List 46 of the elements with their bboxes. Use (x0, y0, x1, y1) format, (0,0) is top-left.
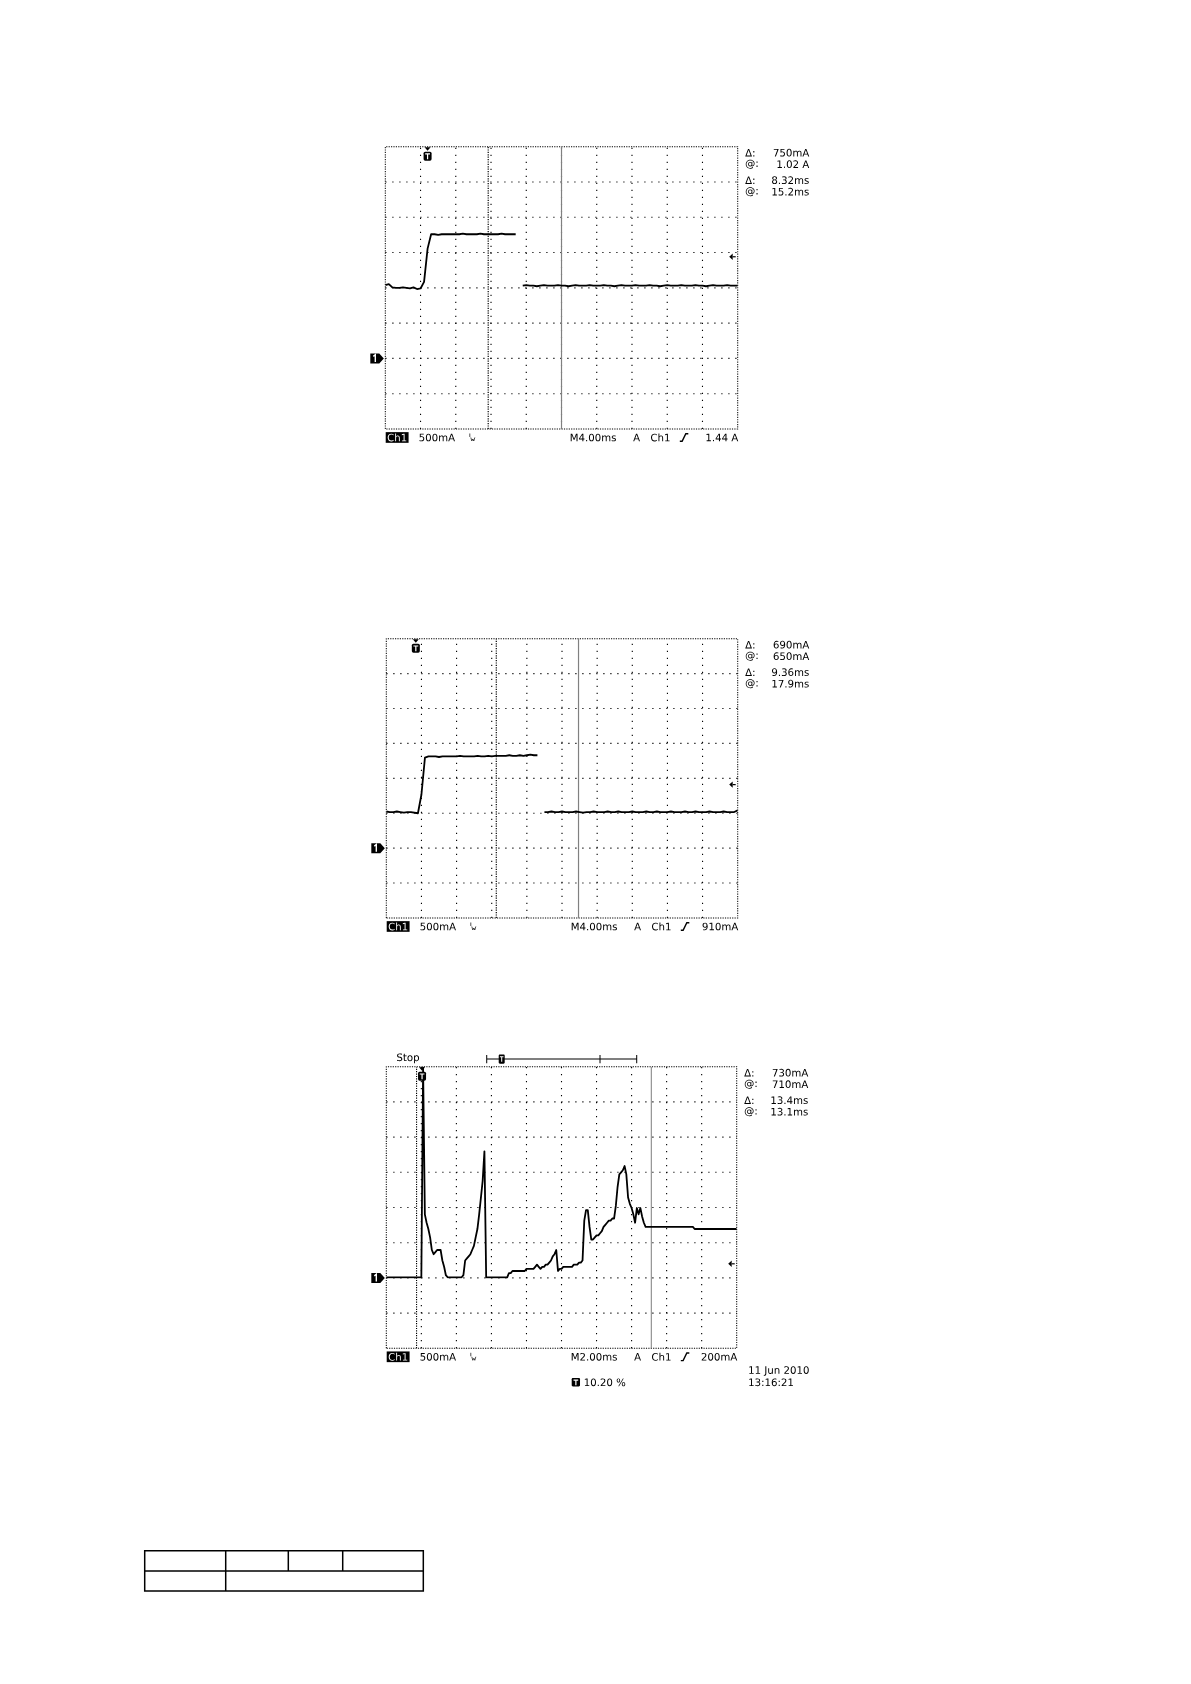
text: M4.00ms (571, 922, 617, 931)
text: @: (745, 651, 758, 661)
text: 710mA (772, 1080, 809, 1089)
text: 13:16:21 (749, 1378, 793, 1387)
text: 500mA (419, 433, 456, 442)
text: A (634, 922, 642, 931)
text: 10.20 % (584, 1378, 626, 1387)
text: 650mA (773, 652, 810, 661)
text: 1.02 A (777, 160, 810, 169)
text: M2.00ms (571, 1352, 617, 1361)
text: @: (745, 679, 758, 689)
text: @: (744, 1107, 757, 1117)
text: Δ: (744, 1068, 754, 1077)
text: 17.9ms (772, 679, 809, 688)
text: Ch1 (650, 433, 670, 442)
text: @: (744, 1079, 757, 1089)
text: 690mA (773, 640, 810, 649)
text: A (633, 433, 641, 442)
text: @: (745, 187, 758, 197)
text: 730mA (772, 1068, 809, 1077)
text: 11 Jun 2010 (749, 1366, 809, 1376)
text: 13.1ms (771, 1107, 808, 1116)
text: Δ: (745, 668, 755, 676)
text: 910mA (702, 922, 739, 931)
text: Ch1 (387, 433, 407, 442)
text: Δ: (745, 640, 755, 649)
text: 200mA (701, 1352, 738, 1361)
text: 1.44 A (706, 433, 739, 442)
text: 500mA (420, 922, 457, 931)
text: Δ: (745, 148, 755, 157)
text: 750mA (773, 148, 810, 157)
text: M4.00ms (570, 433, 616, 442)
text: Δ: (744, 1096, 754, 1104)
text: Ch1 (651, 922, 671, 931)
text: Ch1 (388, 922, 408, 931)
text: @: (745, 159, 758, 169)
text: Stop (397, 1053, 420, 1064)
text: 15.2ms (772, 187, 809, 196)
text: Ch1 (388, 1352, 408, 1361)
text: Δ: (745, 176, 755, 184)
text: 500mA (420, 1352, 457, 1361)
text: 9.36ms (771, 668, 809, 677)
text: 8.32ms (772, 176, 809, 185)
text: A (634, 1353, 642, 1361)
text: 13.4ms (771, 1096, 808, 1105)
text: Ch1 (651, 1352, 671, 1361)
